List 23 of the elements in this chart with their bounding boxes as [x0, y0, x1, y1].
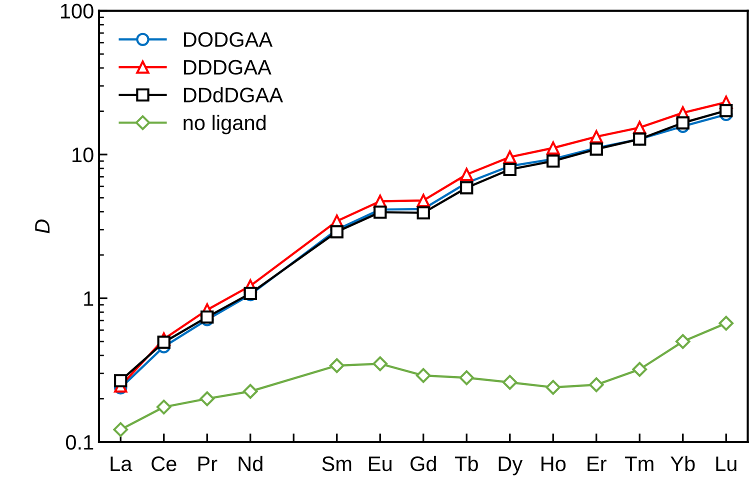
- x-tick-label: Pr: [198, 456, 218, 471]
- x-tick-label: Sm: [322, 456, 352, 472]
- x-tick-label: Tm: [625, 456, 654, 471]
- x-tick-label: Gd: [410, 456, 436, 472]
- y-tick-label: 10: [72, 148, 94, 162]
- x-tick-label: Ce: [152, 456, 176, 472]
- legend-label: DODGAA: [184, 32, 273, 47]
- x-tick-label: Ho: [542, 456, 566, 472]
- x-tick-label: Er: [588, 456, 606, 471]
- x-tick-label: Nd: [238, 456, 262, 472]
- x-tick-label: Tb: [454, 456, 478, 472]
- x-tick-label: Eu: [369, 456, 392, 472]
- legend-label: DDdDGAA: [184, 87, 284, 102]
- y-tick-label: 100: [60, 4, 94, 19]
- legend-label: DDDGAA: [184, 60, 272, 75]
- y-tick-label: 0.1: [66, 434, 94, 450]
- x-tick-label: Dy: [498, 456, 523, 476]
- y-tick-label: 1: [84, 291, 94, 306]
- x-tick-label: La: [110, 456, 132, 472]
- y-axis-title: D: [35, 220, 50, 234]
- x-tick-label: Yb: [670, 456, 695, 472]
- x-tick-label: Lu: [716, 456, 736, 472]
- legend-label: no ligand: [184, 114, 266, 134]
